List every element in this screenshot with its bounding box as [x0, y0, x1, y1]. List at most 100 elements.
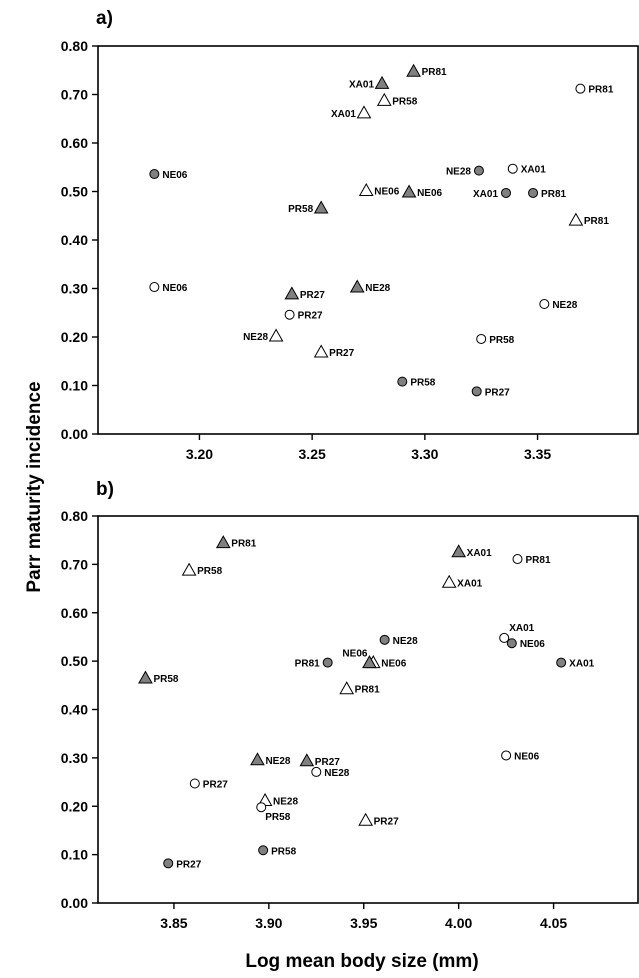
data-point-label: XA01 — [457, 578, 482, 589]
data-point-label: PR81 — [231, 539, 256, 550]
data-point-triangle — [250, 752, 265, 766]
data-point-triangle — [451, 544, 467, 558]
data-point-circle — [397, 376, 408, 387]
y-tick-label: 0.40 — [61, 232, 88, 248]
x-tick-label: 3.25 — [299, 446, 326, 462]
data-point-circle — [311, 766, 322, 777]
data-point-triangle — [215, 535, 231, 549]
data-point-triangle — [181, 562, 197, 576]
plot-frame — [97, 515, 639, 904]
data-point-circle — [539, 299, 550, 310]
data-point-label: PR58 — [153, 674, 178, 685]
y-tick-label: 0.70 — [61, 556, 88, 572]
data-point-label: NE06 — [514, 751, 539, 762]
data-point-label: NE28 — [365, 283, 390, 294]
data-point-label: PR27 — [300, 290, 325, 301]
plot-frame — [97, 45, 639, 435]
data-point-label: XA01 — [349, 79, 374, 90]
data-point-label: PR81 — [422, 67, 447, 78]
data-point-circle — [506, 638, 517, 649]
data-point-label: PR58 — [197, 566, 222, 577]
x-tick-label: 3.85 — [160, 915, 187, 931]
y-tick-label: 0.20 — [61, 329, 88, 345]
y-tick-label: 0.00 — [61, 895, 88, 911]
panel-label: a) — [96, 8, 113, 29]
data-point-label: XA01 — [473, 189, 498, 200]
data-point-label: PR81 — [541, 189, 566, 200]
data-point-circle — [379, 634, 390, 645]
data-point-label: PR27 — [329, 348, 354, 359]
data-point-label: PR58 — [271, 846, 296, 857]
data-point-triangle — [268, 328, 284, 342]
data-point-label: XA01 — [521, 165, 546, 176]
data-point-label: PR58 — [392, 96, 417, 107]
data-point-circle — [575, 83, 586, 94]
x-tick-label: 4.00 — [445, 915, 472, 931]
y-tick-label: 0.30 — [61, 750, 88, 766]
y-tick-label: 0.60 — [61, 135, 88, 151]
y-tick-label: 0.70 — [61, 87, 88, 103]
data-point-triangle — [358, 812, 374, 826]
data-point-triangle — [376, 92, 392, 106]
data-point-label: PR58 — [265, 812, 290, 823]
x-axis-title: Log mean body size (mm) — [245, 951, 478, 972]
data-point-label: PR27 — [374, 816, 399, 827]
data-point-triangle — [138, 670, 153, 684]
data-point-circle — [512, 554, 523, 565]
y-tick-label: 0.30 — [61, 281, 88, 297]
data-point-triangle — [299, 753, 315, 767]
data-point-label: XA01 — [467, 548, 492, 559]
y-tick-label: 0.20 — [61, 798, 88, 814]
data-point-triangle — [284, 286, 300, 300]
data-point-circle — [149, 282, 160, 293]
data-point-label: NE06 — [162, 170, 187, 181]
data-point-label: NE28 — [393, 636, 418, 647]
data-point-label: NE06 — [374, 187, 399, 198]
data-point-label: XA01 — [509, 623, 534, 634]
data-point-triangle — [313, 200, 329, 214]
y-axis-title: Parr maturity incidence — [24, 381, 45, 592]
data-point-label: PR58 — [288, 204, 313, 215]
y-tick-label: 0.10 — [61, 847, 88, 863]
x-tick-label: 3.30 — [411, 446, 438, 462]
data-point-triangle — [349, 279, 365, 293]
data-point-triangle — [374, 75, 390, 89]
data-point-label: XA01 — [331, 109, 356, 120]
data-point-triangle — [568, 212, 584, 226]
data-point-label: PR81 — [584, 216, 609, 227]
x-tick-label: 3.90 — [255, 915, 282, 931]
data-point-label: NE06 — [417, 188, 442, 199]
data-point-triangle — [356, 105, 372, 119]
data-point-circle — [149, 169, 160, 180]
data-point-label: NE06 — [520, 639, 545, 650]
x-tick-label: 3.35 — [524, 446, 551, 462]
data-point-circle — [322, 657, 333, 668]
data-point-label: NE28 — [273, 796, 298, 807]
y-tick-label: 0.60 — [61, 605, 88, 621]
data-point-triangle — [362, 655, 377, 669]
y-tick-label: 0.80 — [61, 508, 88, 524]
data-point-label: NE28 — [552, 300, 577, 311]
x-tick-label: 3.20 — [186, 446, 213, 462]
y-tick-label: 0.40 — [61, 702, 88, 718]
y-tick-label: 0.00 — [61, 426, 88, 442]
data-point-label: NE28 — [446, 167, 471, 178]
data-point-circle — [471, 386, 482, 397]
data-point-label: XA01 — [569, 659, 594, 670]
y-tick-label: 0.80 — [61, 38, 88, 54]
x-tick-label: 3.95 — [350, 915, 377, 931]
y-tick-label: 0.10 — [61, 378, 88, 394]
x-tick-label: 4.05 — [540, 915, 567, 931]
data-point-circle — [499, 632, 510, 643]
data-point-circle — [528, 187, 539, 198]
panel-label: b) — [96, 479, 114, 500]
data-point-label: PR81 — [588, 85, 613, 96]
data-point-triangle — [441, 574, 457, 588]
data-point-label: PR27 — [298, 311, 323, 322]
data-point-triangle — [358, 183, 374, 197]
data-point-circle — [163, 858, 174, 869]
data-point-label: PR81 — [295, 659, 320, 670]
data-point-label: NE06 — [162, 283, 187, 294]
data-point-label: PR27 — [315, 757, 340, 768]
